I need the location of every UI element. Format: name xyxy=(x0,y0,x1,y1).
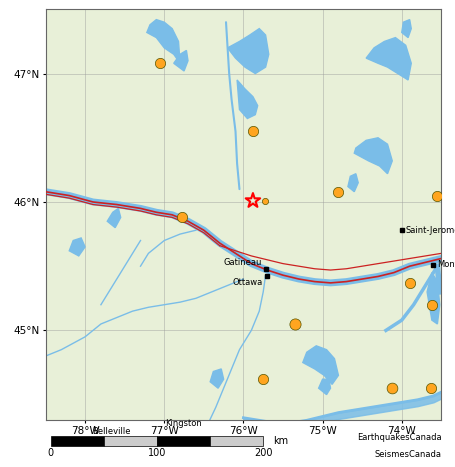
Text: 200: 200 xyxy=(254,447,273,458)
Text: Belleville: Belleville xyxy=(92,427,130,436)
Text: Saint-Jerome: Saint-Jerome xyxy=(406,226,455,235)
Point xyxy=(261,197,268,205)
Polygon shape xyxy=(348,174,358,192)
Text: SeismesCanada: SeismesCanada xyxy=(374,450,441,459)
Polygon shape xyxy=(237,80,258,119)
Polygon shape xyxy=(303,346,339,384)
Polygon shape xyxy=(147,20,180,64)
Point xyxy=(259,375,267,383)
Polygon shape xyxy=(354,138,392,174)
Text: EarthquakesCanada: EarthquakesCanada xyxy=(357,433,441,442)
Point xyxy=(434,192,441,199)
Polygon shape xyxy=(366,38,411,80)
Point xyxy=(428,301,435,309)
Text: Montreal: Montreal xyxy=(437,261,455,269)
Polygon shape xyxy=(107,208,121,228)
Text: 0: 0 xyxy=(47,447,54,458)
Text: km: km xyxy=(273,436,288,446)
Text: 100: 100 xyxy=(148,447,166,458)
Text: Gatineau: Gatineau xyxy=(223,258,262,268)
Polygon shape xyxy=(174,50,188,71)
Polygon shape xyxy=(210,369,223,388)
Polygon shape xyxy=(427,273,440,324)
Point xyxy=(178,214,185,221)
Text: Kingston: Kingston xyxy=(165,419,202,428)
Polygon shape xyxy=(318,379,330,395)
Point xyxy=(335,188,342,196)
Point xyxy=(249,197,257,205)
Bar xyxy=(210,436,263,446)
Bar xyxy=(157,436,210,446)
Point xyxy=(406,279,413,287)
Polygon shape xyxy=(69,238,85,256)
Bar xyxy=(51,436,104,446)
Bar xyxy=(104,436,157,446)
Point xyxy=(157,60,164,67)
Text: Ottawa: Ottawa xyxy=(233,278,263,287)
Polygon shape xyxy=(402,20,411,38)
Point xyxy=(389,384,396,392)
Polygon shape xyxy=(228,28,269,74)
Point xyxy=(291,320,298,328)
Point xyxy=(249,127,257,135)
Point xyxy=(427,384,435,392)
